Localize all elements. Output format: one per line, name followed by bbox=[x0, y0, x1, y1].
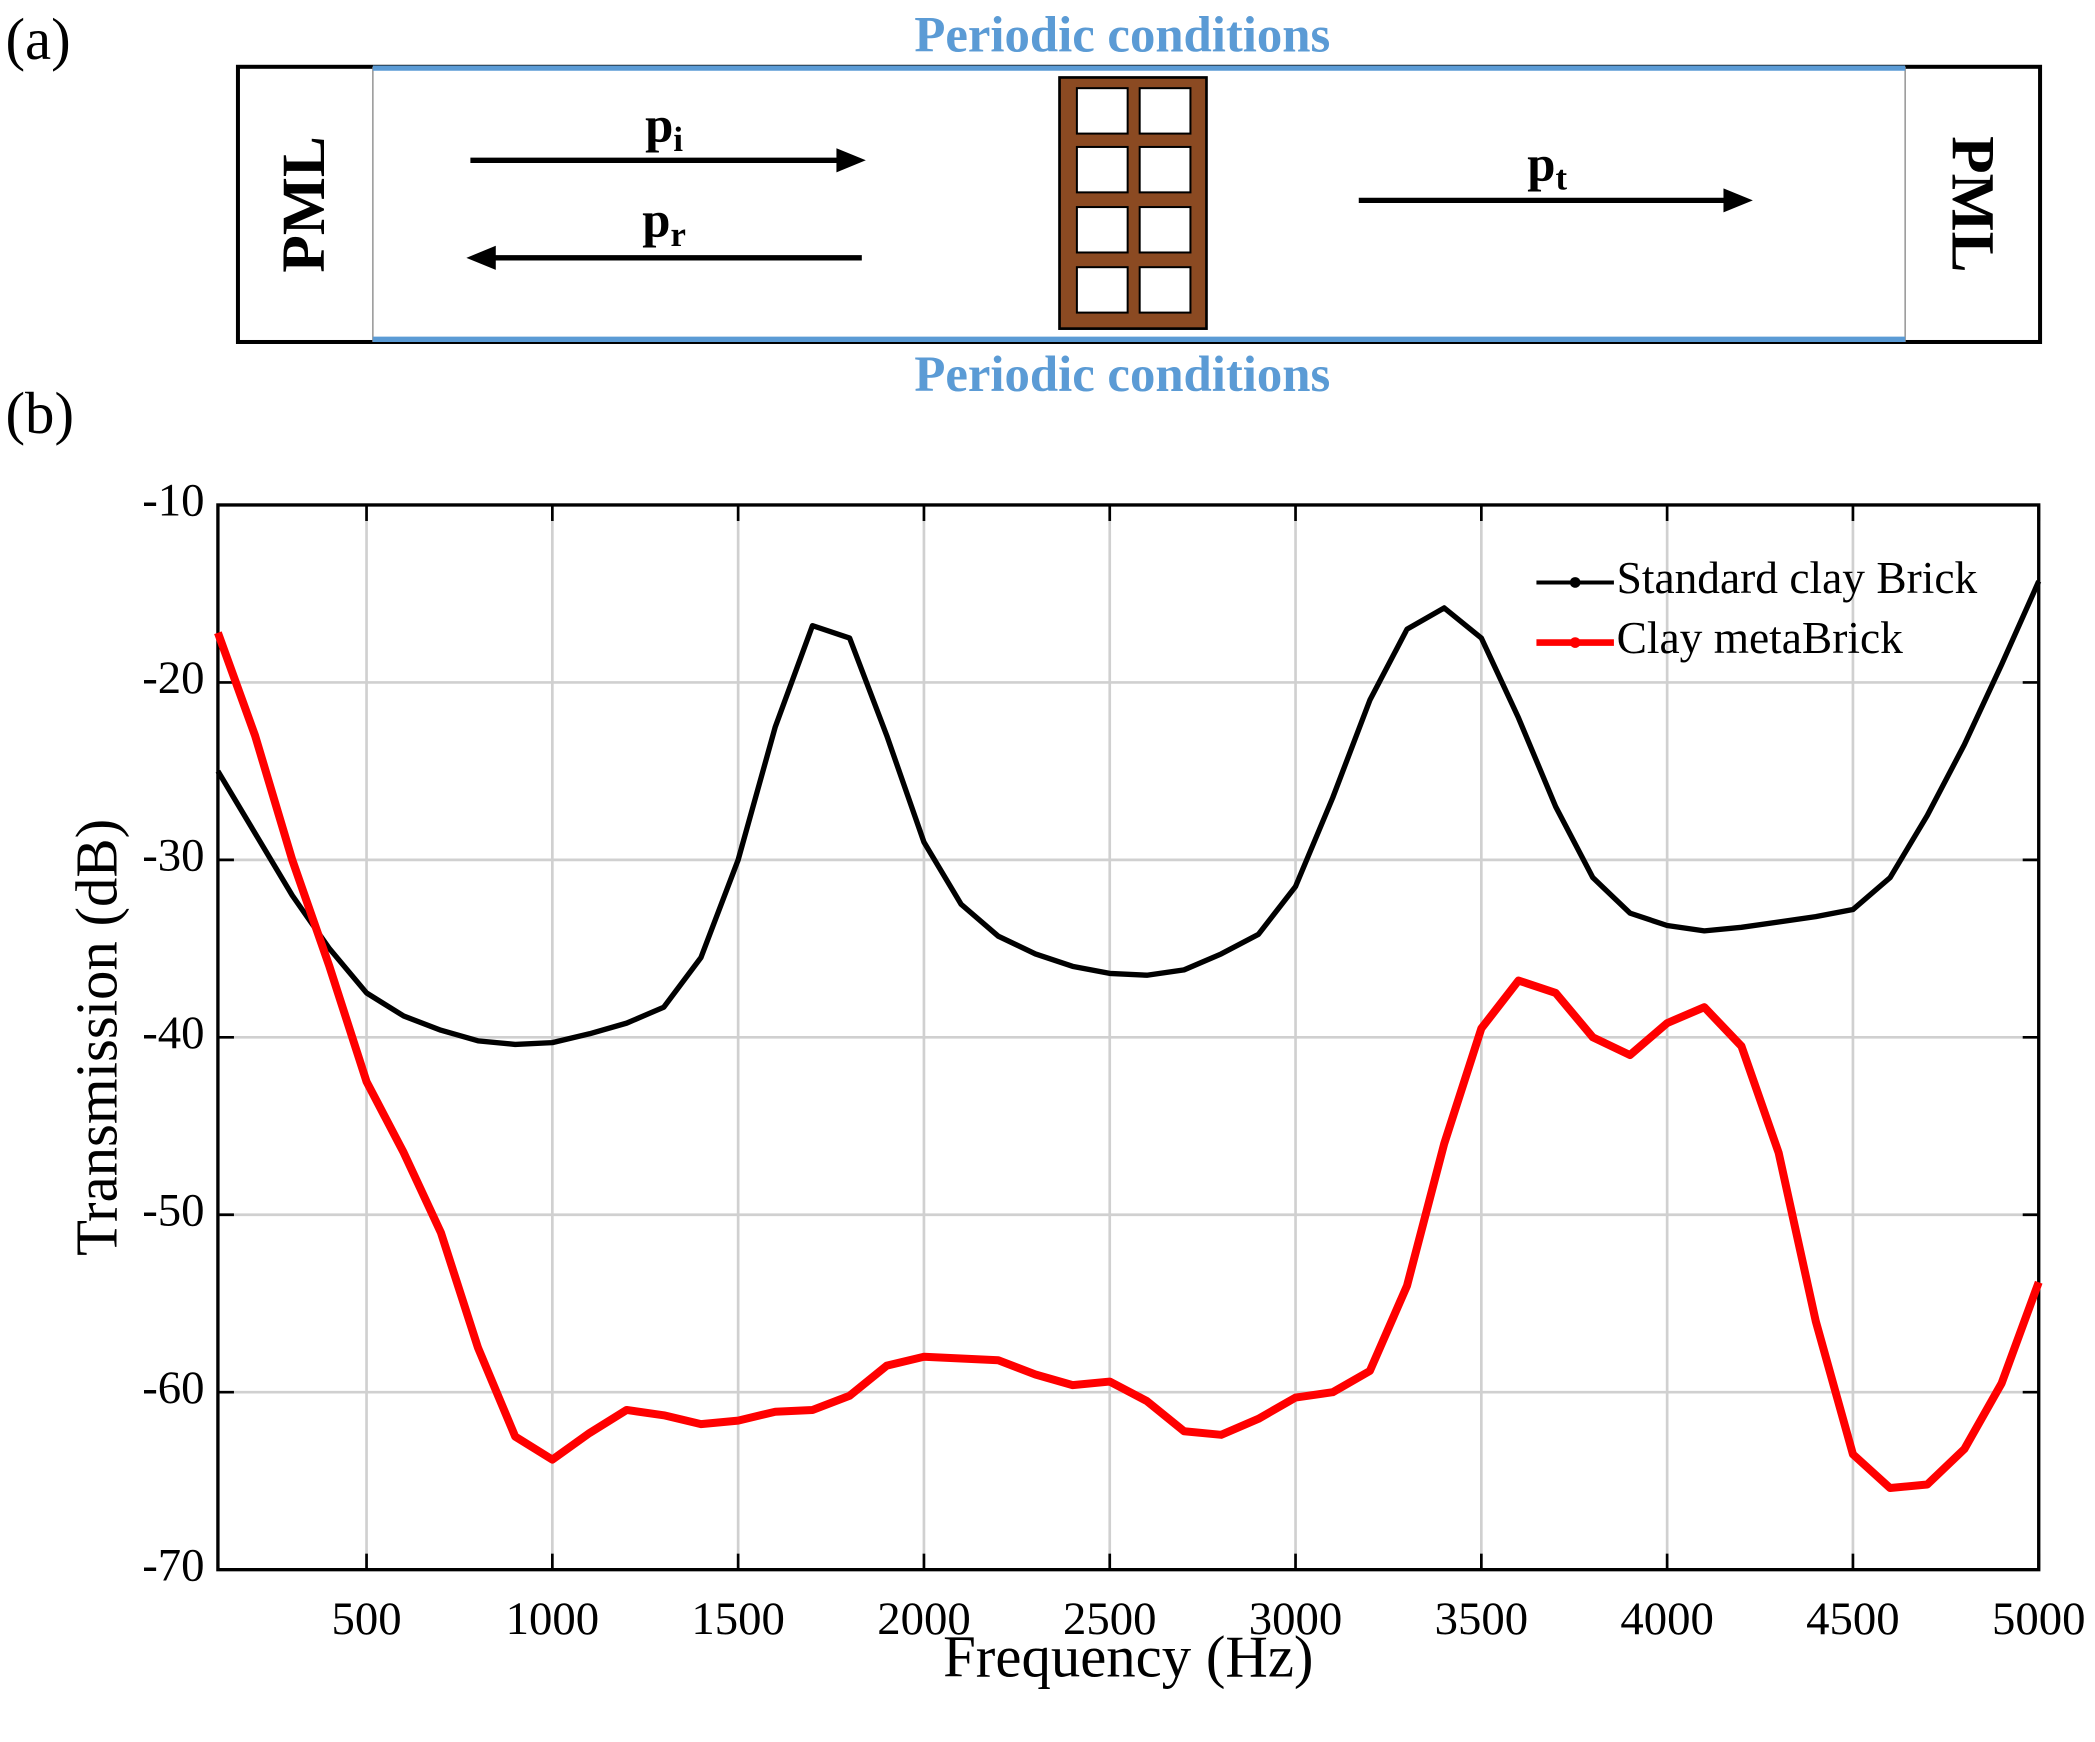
panel-label: (b) bbox=[6, 381, 75, 446]
y-tick-label: -50 bbox=[142, 1185, 204, 1237]
x-tick-label: 1000 bbox=[506, 1593, 600, 1645]
symbol: p bbox=[645, 96, 673, 152]
arrowheads bbox=[466, 148, 1753, 270]
y-axis-label: Transmission (dB) bbox=[65, 819, 130, 1256]
x-tick-label: 3000 bbox=[1249, 1593, 1343, 1645]
x-tick-label: 500 bbox=[331, 1593, 401, 1645]
pml-right: PML bbox=[1938, 136, 2006, 272]
x-tick-label: 2000 bbox=[877, 1593, 971, 1645]
arrows bbox=[470, 157, 1731, 261]
series-line bbox=[215, 580, 2042, 1048]
subscript: i bbox=[673, 120, 683, 159]
x-tick-label: 5000 bbox=[1992, 1593, 2086, 1645]
brick bbox=[1058, 76, 1208, 330]
axes-frame bbox=[216, 503, 2041, 1572]
plot: 500 1000 1500 2000 2500 3000 3500 4000 4500 5000 -… bbox=[65, 475, 2086, 1690]
incident-label: pi bbox=[645, 96, 683, 159]
y-tick-label: -30 bbox=[142, 830, 204, 882]
x-tick-label: 3500 bbox=[1435, 1593, 1529, 1645]
y-tick-label: -20 bbox=[142, 652, 204, 704]
series-line bbox=[214, 631, 2043, 1493]
pml-left: PML bbox=[270, 136, 338, 272]
subscript: r bbox=[671, 215, 686, 254]
transmitted-label: pt bbox=[1527, 135, 1567, 198]
top-label: Periodic conditions bbox=[914, 7, 1330, 63]
y-tick-label: -10 bbox=[142, 475, 204, 527]
symbol: p bbox=[642, 191, 670, 247]
x-tick-label: 4500 bbox=[1806, 1593, 1900, 1645]
legend-marker bbox=[1569, 637, 1581, 648]
y-tick-label: -70 bbox=[142, 1539, 204, 1591]
x-axis-label: Frequency (Hz) bbox=[943, 1625, 1313, 1690]
subscript: t bbox=[1555, 159, 1567, 198]
x-tick-label: 2500 bbox=[1063, 1593, 1157, 1645]
x-tick-label: 4000 bbox=[1620, 1593, 1714, 1645]
y-tick-label: -60 bbox=[142, 1362, 204, 1414]
y-tick-label: -40 bbox=[142, 1007, 204, 1059]
symbol: p bbox=[1527, 135, 1555, 191]
legend-marker bbox=[1569, 577, 1581, 588]
bottom-label: Periodic conditions bbox=[914, 346, 1330, 402]
legend-label: Clay metaBrick bbox=[1617, 613, 1904, 663]
x-tick-label: 1500 bbox=[691, 1593, 785, 1645]
reflected-label: pr bbox=[642, 191, 686, 254]
legend-label: Standard clay Brick bbox=[1617, 553, 1978, 603]
panel-label: (a) bbox=[6, 7, 71, 72]
